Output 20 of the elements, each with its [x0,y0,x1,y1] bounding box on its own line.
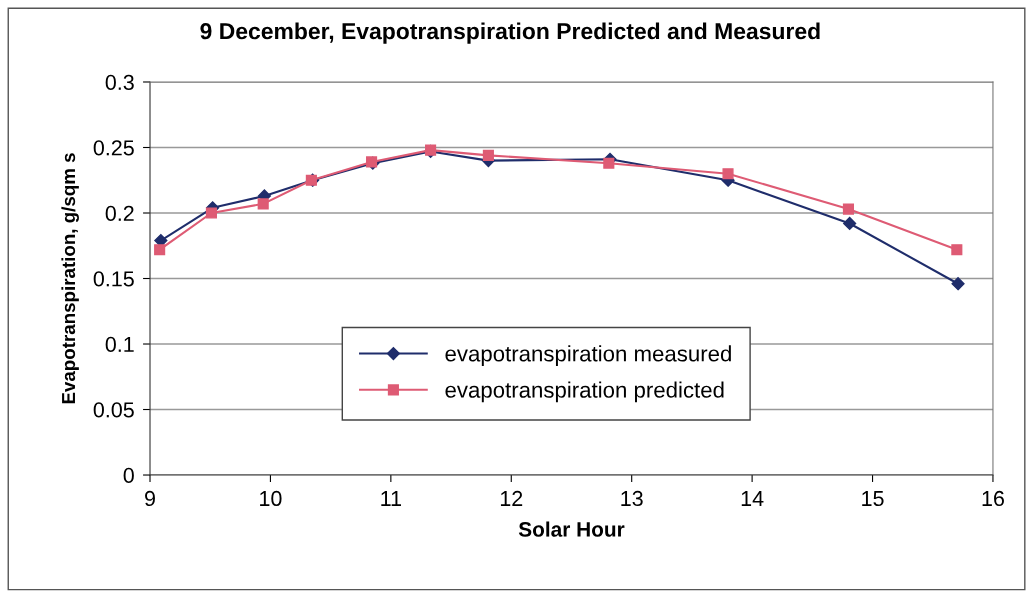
x-axis-title: Solar Hour [518,521,625,537]
x-tick-label: 11 [381,491,401,506]
x-tick-label: 14 [741,491,764,506]
y-tick-label: 0.1 [105,336,134,353]
legend-label: evapotranspiration predicted [445,381,724,403]
x-tick-label: 16 [982,490,1004,507]
x-tick-label: 12 [500,490,523,506]
x-tick-label: 10 [260,490,282,507]
x-tick-label: 9 [145,490,155,507]
legend-label: evapotranspiration measured [445,345,731,366]
y-tick-label: 0.25 [93,140,134,156]
x-tick-label: 13 [621,490,643,507]
y-tick-label: 0.15 [93,271,134,287]
y-tick-label: 0 [123,467,134,484]
y-tick-label: 0.05 [93,402,134,418]
chart-title: 9 December, Evapotranspiration Predicted and Measured [200,22,820,44]
y-tick-label: 0.2 [105,205,134,222]
y-tick-label: 0.3 [105,74,134,90]
x-tick-label: 15 [862,491,884,507]
y-axis-title: Evapotranspiration, g/sqm s [61,153,79,404]
